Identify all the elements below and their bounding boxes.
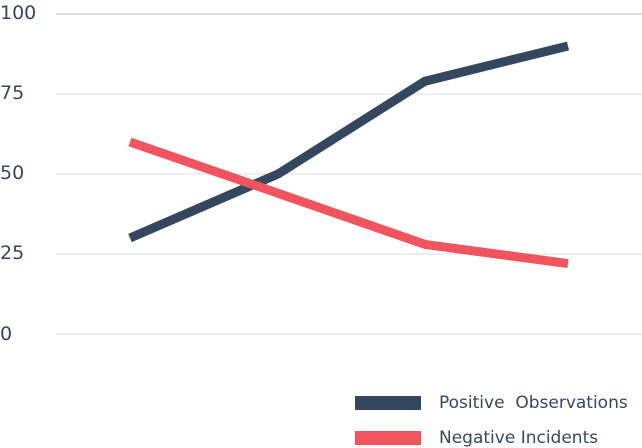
legend-item-positive: Positive Observations [355, 393, 628, 413]
y-tick-0: 0 [0, 323, 13, 345]
gridlines [56, 13, 642, 335]
legend-label-positive: Positive Observations [439, 393, 628, 413]
y-tick-100: 100 [0, 2, 37, 24]
legend-swatch-negative [355, 431, 421, 445]
y-tick-25: 25 [0, 242, 25, 264]
line-negative-incidents [128, 137, 569, 269]
y-tick-75: 75 [0, 82, 25, 104]
legend-swatch-positive [355, 396, 421, 410]
series-lines [128, 41, 570, 269]
y-tick-50: 50 [0, 162, 25, 184]
line-positive-observations [128, 41, 570, 243]
legend-label-negative: Negative Incidents [439, 428, 599, 448]
legend-item-negative: Negative Incidents [355, 428, 598, 448]
